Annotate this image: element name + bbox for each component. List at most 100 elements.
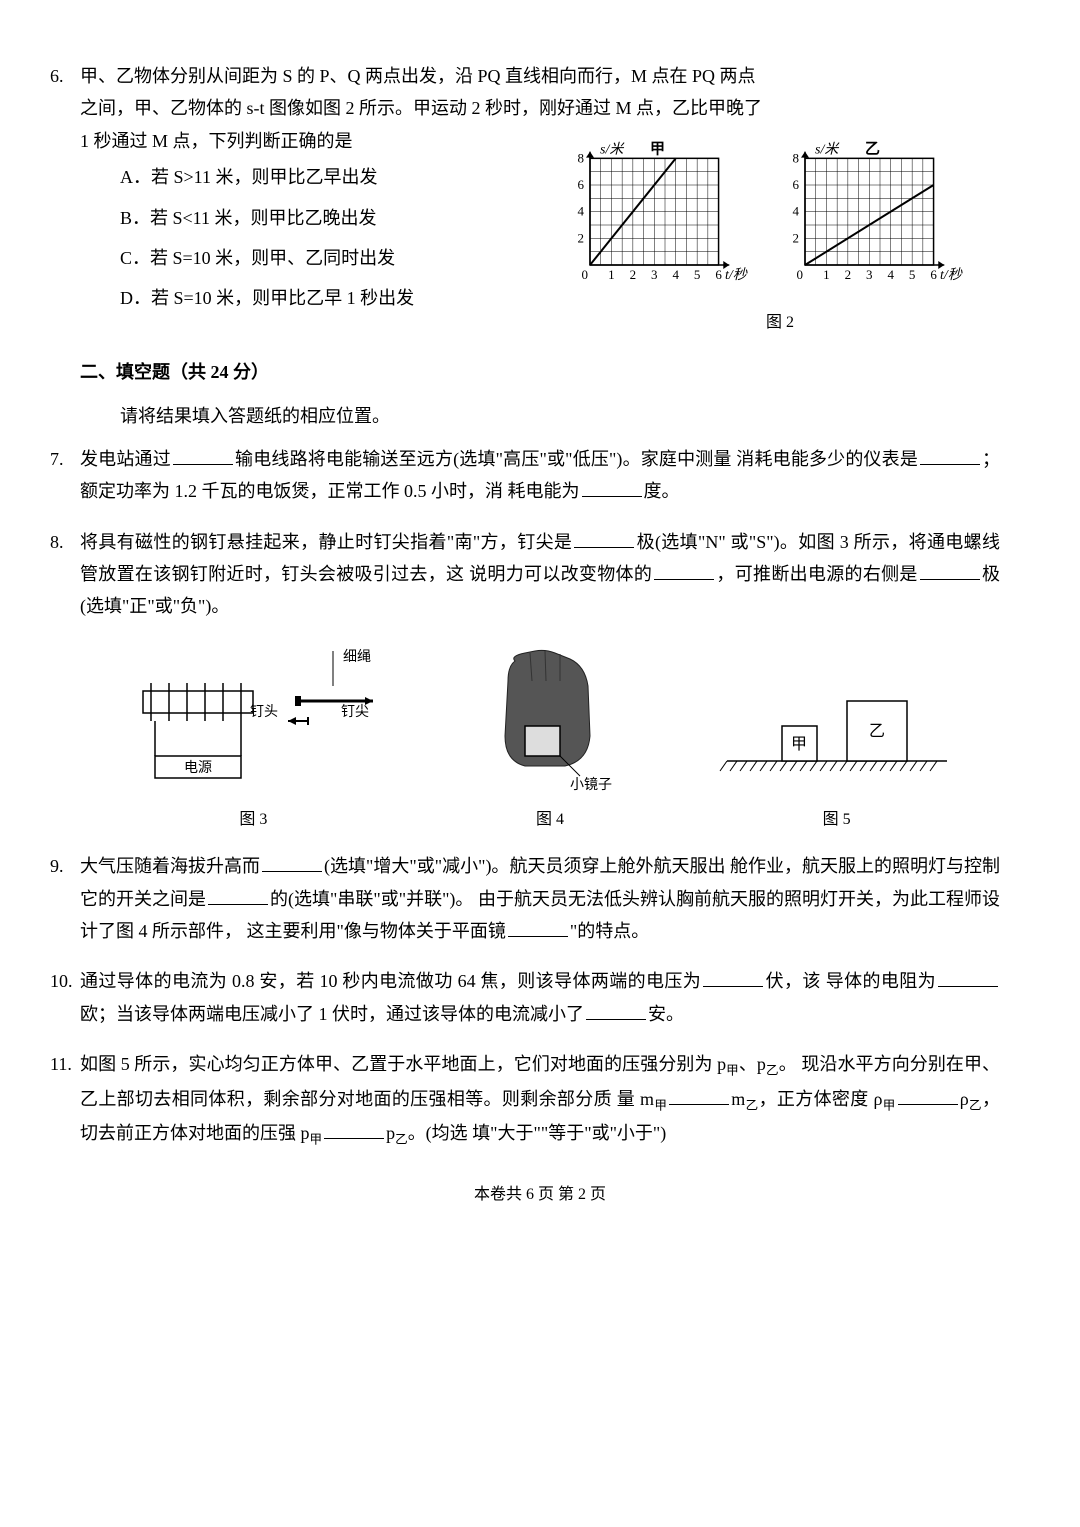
sub-yi: 乙 xyxy=(766,1064,779,1078)
blank xyxy=(574,529,634,548)
svg-text:2: 2 xyxy=(630,267,637,282)
q11-t3c: ，正方体密度 ρ xyxy=(759,1089,883,1109)
fig5-caption: 图 5 xyxy=(717,806,957,835)
question-6: 6. 甲、乙物体分别从间距为 S 的 P、Q 两点出发，沿 PQ 直线相向而行，… xyxy=(80,60,1000,338)
svg-text:6: 6 xyxy=(715,267,722,282)
svg-text:8: 8 xyxy=(578,150,585,165)
svg-text:1: 1 xyxy=(823,267,830,282)
q11-t3a: 量 m xyxy=(617,1089,654,1109)
blank xyxy=(262,853,322,872)
q6-choices: A．若 S>11 米，则甲比乙早出发 B．若 S<11 米，则甲比乙晚出发 C．… xyxy=(80,157,548,319)
figure-4: 小镜子 图 4 xyxy=(470,641,630,835)
blank xyxy=(920,561,980,580)
svg-text:0: 0 xyxy=(582,267,589,282)
svg-text:4: 4 xyxy=(792,203,799,218)
svg-text:t/秒: t/秒 xyxy=(940,267,963,283)
q6-choice-c: C．若 S=10 米，则甲、乙同时出发 xyxy=(120,242,548,274)
q6-line2: 之间，甲、乙物体的 s-t 图像如图 2 所示。甲运动 2 秒时，刚好通过 M … xyxy=(80,92,1000,124)
q10-t1: 通过导体的电流为 0.8 安，若 10 秒内电流做功 64 焦，则该导体两端的电… xyxy=(80,971,701,991)
q8-t2: 极(选填"N" xyxy=(636,532,725,552)
svg-text:3: 3 xyxy=(651,267,658,282)
svg-text:5: 5 xyxy=(694,267,701,282)
q8-t4: 说明力可以改变物体的 xyxy=(469,564,652,584)
svg-text:2: 2 xyxy=(844,267,851,282)
q6-line1: 甲、乙物体分别从间距为 S 的 P、Q 两点出发，沿 PQ 直线相向而行，M 点… xyxy=(80,60,1000,92)
q11-t3g: 。(均选 xyxy=(408,1123,468,1143)
q6-choice-a: A．若 S>11 米，则甲比乙早出发 xyxy=(120,161,548,193)
sub-yi3: 乙 xyxy=(969,1098,982,1112)
svg-text:5: 5 xyxy=(908,267,915,282)
svg-text:t/秒: t/秒 xyxy=(725,267,748,283)
q11-t1: 如图 5 所示，实心均匀正方体甲、乙置于水平地面上，它们对地面的压强分别为 p xyxy=(80,1054,726,1074)
question-11: 11. 如图 5 所示，实心均匀正方体甲、乙置于水平地面上，它们对地面的压强分别… xyxy=(80,1048,1000,1151)
q9-t2: (选填"增大"或"减小")。航天员须穿上舱外航天服出 xyxy=(324,856,725,876)
question-7: 7. 发电站通过输电线路将电能输送至远方(选填"高压"或"低压")。家庭中测量 … xyxy=(80,443,1000,508)
q11-t3d: ρ xyxy=(960,1089,969,1109)
svg-text:2: 2 xyxy=(578,230,585,245)
q9-t7: "的特点。 xyxy=(570,921,649,941)
svg-text:4: 4 xyxy=(887,267,894,282)
q7-t1: 发电站通过 xyxy=(80,449,171,469)
svg-text:甲: 甲 xyxy=(791,736,807,753)
q11-t1b: 、p xyxy=(739,1054,766,1074)
blank xyxy=(920,446,980,465)
fig5-diagram: 甲乙 xyxy=(717,671,957,791)
blank xyxy=(208,886,268,905)
q7-t2: 输电线路将电能输送至远方(选填"高压"或"低压")。家庭中测量 xyxy=(235,449,732,469)
q11-t4: 填"大于""等于"或"小于") xyxy=(472,1123,666,1143)
blank xyxy=(586,1001,646,1020)
sub-yi2: 乙 xyxy=(745,1098,758,1112)
q8-body: 将具有磁性的钢钉悬挂起来，静止时钉尖指着"南"方，钉尖是极(选填"N" 或"S"… xyxy=(80,526,1000,623)
q7-t3: 消耗电能多少的仪表是 xyxy=(736,449,918,469)
page-footer: 本卷共 6 页 第 2 页 xyxy=(80,1181,1000,1210)
q10-t5: 安。 xyxy=(648,1004,684,1024)
svg-text:电源: 电源 xyxy=(184,760,212,776)
blank xyxy=(703,968,763,987)
sub-jia2: 甲 xyxy=(654,1098,667,1112)
q10-t4: 欧；当该导体两端电压减小了 1 伏时，通过该导体的电流减小了 xyxy=(80,1004,584,1024)
q9-t4: 的(选填"串联"或"并联")。 xyxy=(270,889,473,909)
blank xyxy=(938,968,998,987)
q9-t6: 这主要利用"像与物体关于平面镜 xyxy=(247,921,506,941)
figure-row: 电源细绳钉头钉尖 图 3 小镜子 图 4 甲乙 图 5 xyxy=(80,641,1000,835)
section2-title: 二、填空题（共 24 分） xyxy=(80,356,1000,388)
q7-body: 发电站通过 输电线路将电能输送至远方(选填"高压"或"低压")。家庭中测量 消耗电… xyxy=(80,443,1000,508)
question-8: 8. 将具有磁性的钢钉悬挂起来，静止时钉尖指着"南"方，钉尖是极(选填"N" 或… xyxy=(80,526,1000,623)
q6-body: 甲、乙物体分别从间距为 S 的 P、Q 两点出发，沿 PQ 直线相向而行，M 点… xyxy=(80,60,1000,338)
q8-t5: ，可推断出电源的右侧是 xyxy=(716,564,918,584)
sub-jia: 甲 xyxy=(726,1064,739,1078)
section2-subtitle: 请将结果填入答题纸的相应位置。 xyxy=(80,400,1000,432)
q11-number: 11. xyxy=(50,1048,72,1080)
svg-text:2: 2 xyxy=(792,230,799,245)
blank xyxy=(582,478,642,497)
q11-t3b: m xyxy=(731,1089,745,1109)
q8-t1: 将具有磁性的钢钉悬挂起来，静止时钉尖指着"南"方，钉尖是 xyxy=(80,532,572,552)
q6-number: 6. xyxy=(50,60,64,92)
q7-t6: 度。 xyxy=(644,481,680,501)
sub-jia4: 甲 xyxy=(310,1132,323,1146)
svg-text:钉头: 钉头 xyxy=(250,704,278,720)
svg-text:6: 6 xyxy=(578,177,585,192)
svg-text:6: 6 xyxy=(792,177,799,192)
chart-jia: 12345624680s/米t/秒甲 xyxy=(560,125,770,295)
q6-charts: 12345624680s/米t/秒甲 12345624680s/米t/秒乙 图 … xyxy=(560,125,1000,338)
blank xyxy=(654,561,714,580)
q6-choice-d: D．若 S=10 米，则甲比乙早 1 秒出发 xyxy=(120,282,548,314)
question-9: 9. 大气压随着海拔升高而(选填"增大"或"减小")。航天员须穿上舱外航天服出 … xyxy=(80,850,1000,947)
q6-choice-b: B．若 S<11 米，则甲比乙晚出发 xyxy=(120,202,548,234)
q7-number: 7. xyxy=(50,443,64,475)
figure-3: 电源细绳钉头钉尖 图 3 xyxy=(123,641,383,835)
q8-number: 8. xyxy=(50,526,64,558)
svg-text:小镜子: 小镜子 xyxy=(570,777,612,791)
svg-text:s/米: s/米 xyxy=(600,141,625,157)
svg-text:钉尖: 钉尖 xyxy=(341,704,369,720)
q10-t3: 导体的电阻为 xyxy=(826,971,936,991)
svg-text:8: 8 xyxy=(792,150,799,165)
sub-jia3: 甲 xyxy=(882,1098,895,1112)
sub-yi4: 乙 xyxy=(395,1132,408,1146)
q9-number: 9. xyxy=(50,850,64,882)
question-10: 10. 通过导体的电流为 0.8 安，若 10 秒内电流做功 64 焦，则该导体… xyxy=(80,965,1000,1030)
svg-text:甲: 甲 xyxy=(650,140,665,157)
svg-text:乙: 乙 xyxy=(865,141,880,157)
q9-body: 大气压随着海拔升高而(选填"增大"或"减小")。航天员须穿上舱外航天服出 舱作业… xyxy=(80,850,1000,947)
